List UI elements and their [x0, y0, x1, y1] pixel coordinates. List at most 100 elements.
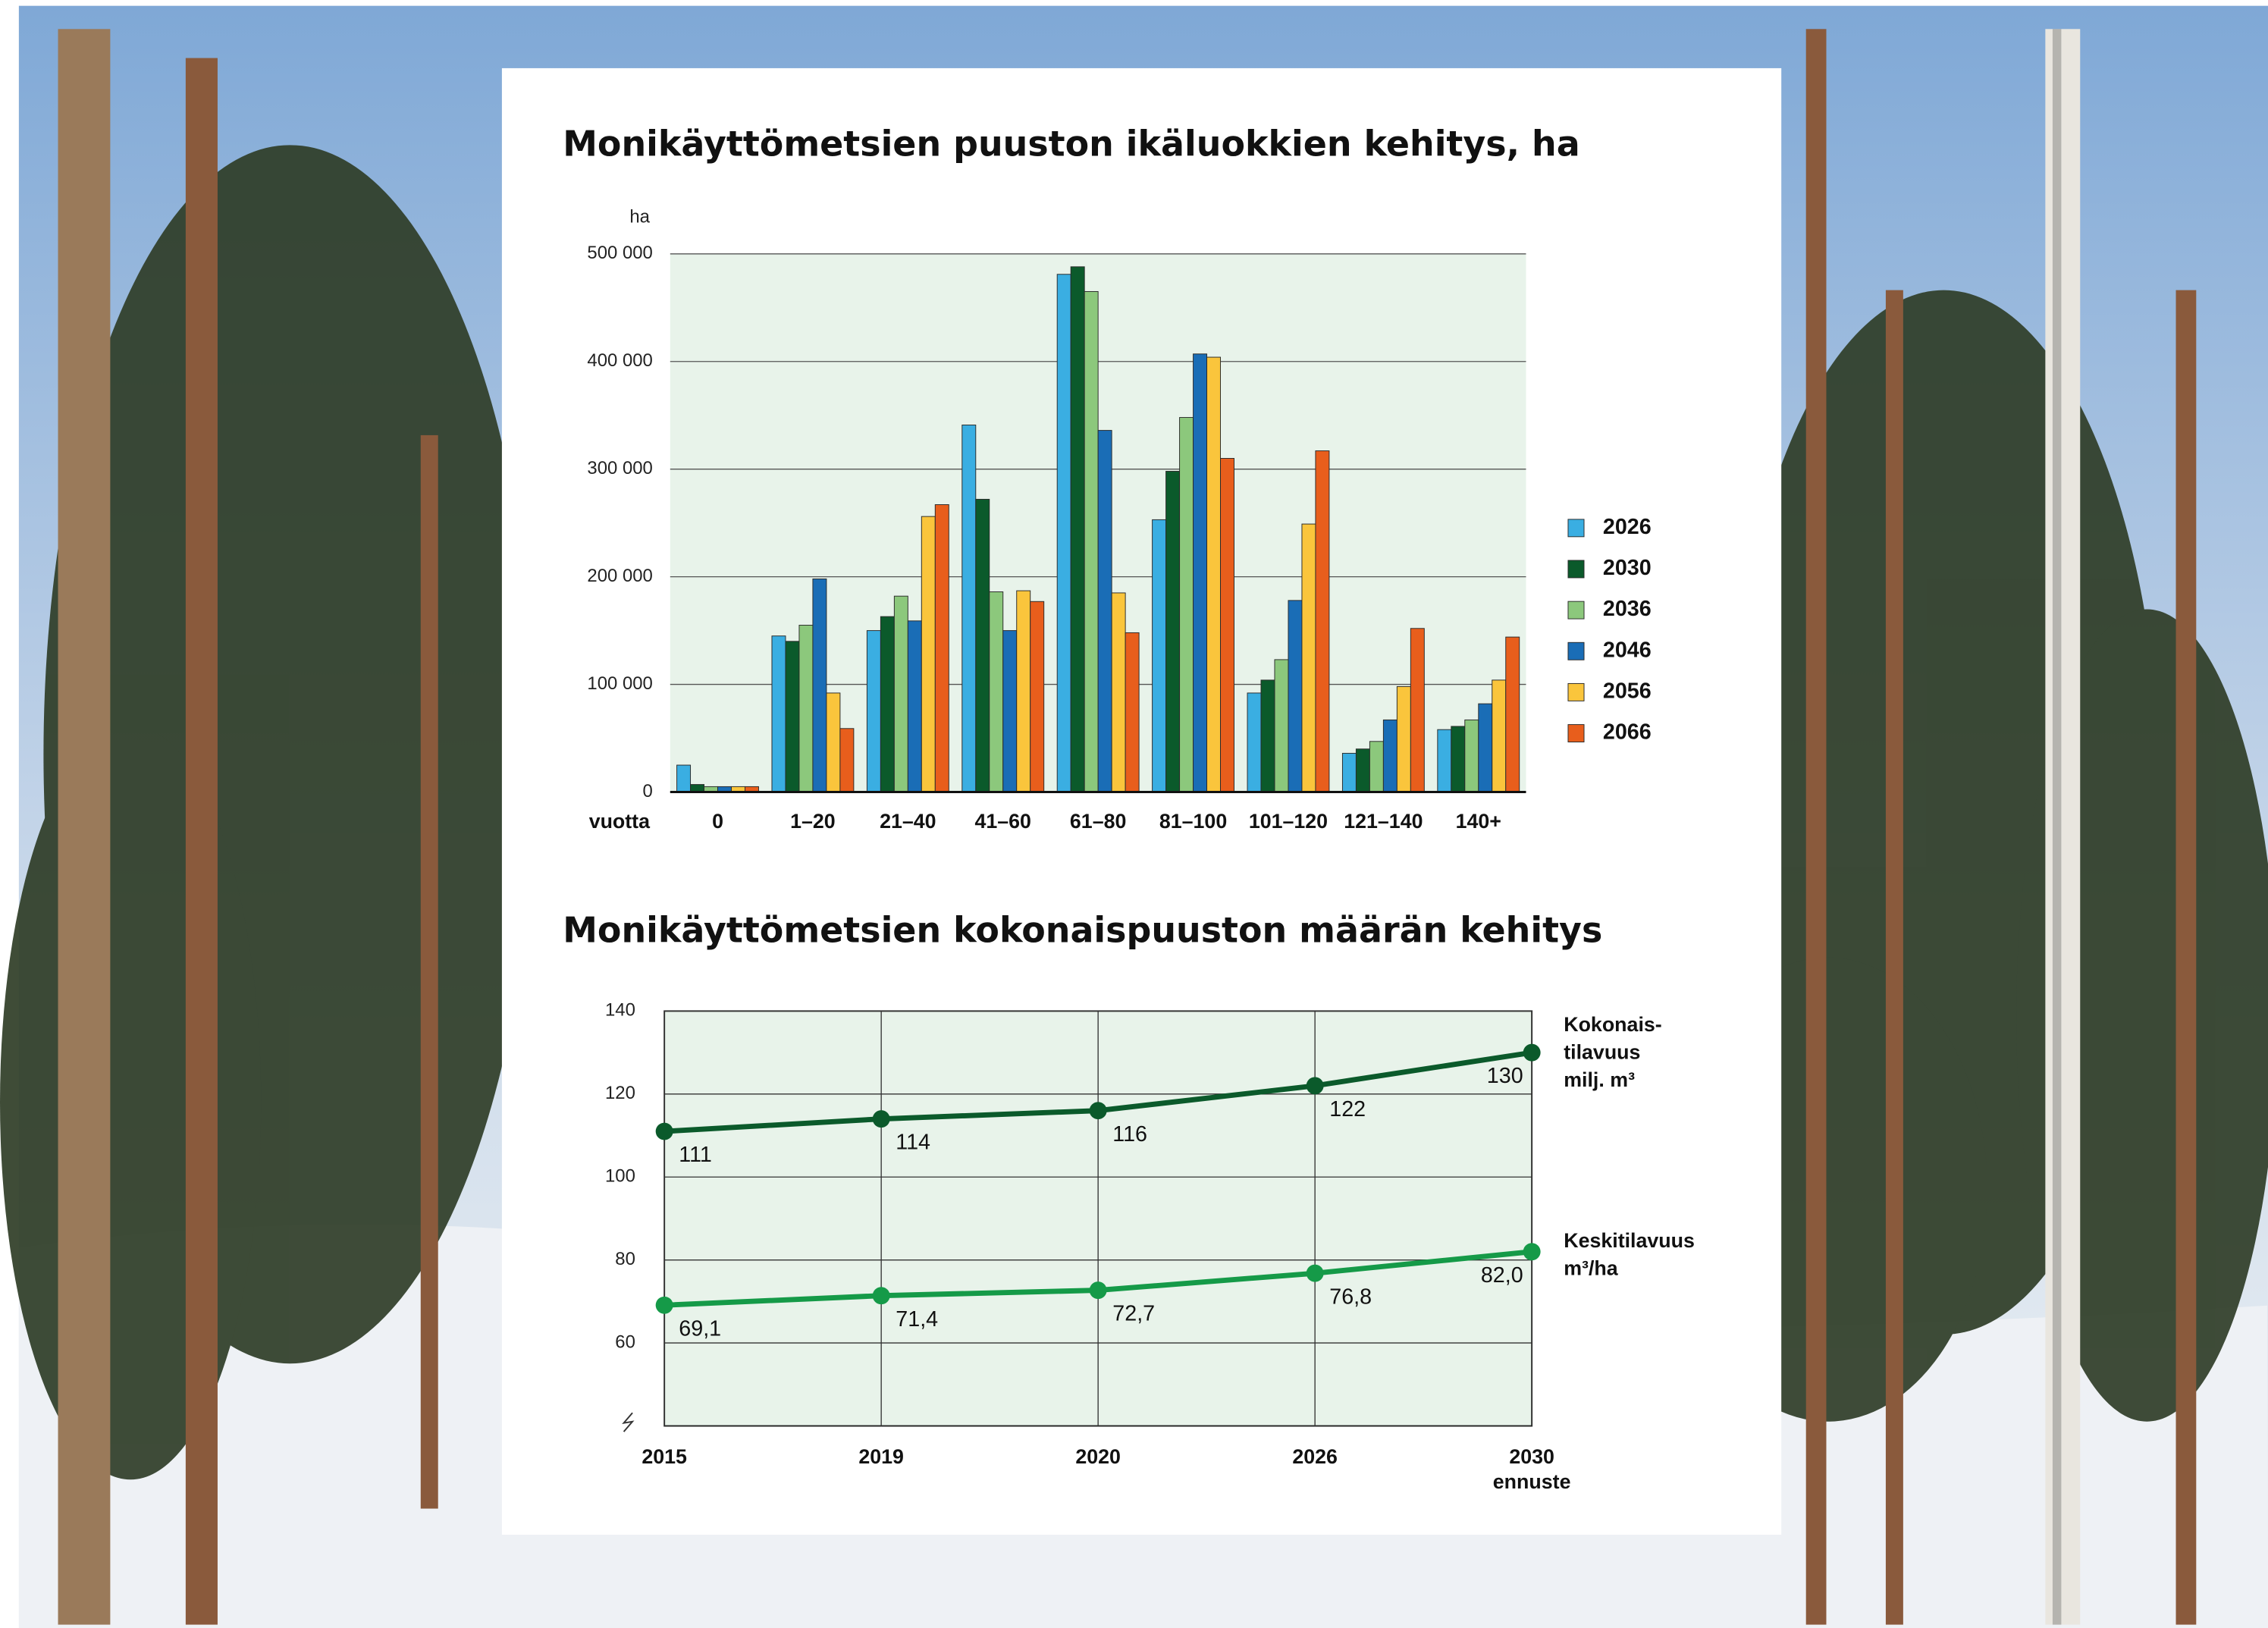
- legend-label: Keskitilavuus m³/ha: [1564, 1228, 1695, 1280]
- x-tick-label: 2015: [642, 1444, 687, 1468]
- bar: [921, 516, 936, 792]
- bar: [676, 764, 692, 792]
- bar: [1097, 430, 1112, 792]
- legend-label-box: Kokonais- tilavuus milj. m³: [1564, 1012, 1662, 1091]
- bar: [1478, 703, 1493, 792]
- y-tick-label: 400 000: [587, 350, 652, 371]
- data-label: 111: [679, 1143, 712, 1167]
- x-tick-label: 81–100: [1159, 810, 1227, 833]
- bar: [1125, 632, 1140, 792]
- x-tick-label: 121–140: [1344, 810, 1423, 833]
- x-tick-label-box: 2020: [1075, 1444, 1121, 1468]
- bar: [1165, 471, 1181, 792]
- bar: [1382, 719, 1398, 792]
- bar: [1451, 726, 1466, 792]
- data-label: 114: [896, 1131, 930, 1155]
- point: [655, 1296, 673, 1314]
- point: [1523, 1243, 1541, 1261]
- bar: [1437, 729, 1452, 792]
- bar: [975, 498, 990, 792]
- y-tick-label: 0: [643, 781, 653, 801]
- point: [872, 1110, 890, 1128]
- data-label: 82,0: [1481, 1263, 1523, 1288]
- data-label: 122: [1329, 1097, 1366, 1121]
- bar: [1410, 628, 1425, 792]
- legend-swatch: [1567, 682, 1585, 701]
- bar: [1288, 600, 1303, 792]
- bar: [771, 635, 786, 792]
- data-label: 76,8: [1329, 1285, 1372, 1309]
- bar: [1369, 741, 1384, 792]
- legend-label: 2056: [1603, 679, 1652, 703]
- legend-swatch: [1567, 601, 1585, 620]
- bar: [1002, 630, 1018, 792]
- y-tick-label: 100 000: [587, 673, 652, 694]
- bar: [1220, 458, 1234, 792]
- bar: [1396, 685, 1411, 792]
- legend-label: 2066: [1603, 720, 1652, 745]
- y-tick-label: 200 000: [587, 566, 652, 586]
- x-tick-label-box: 2015: [642, 1444, 687, 1468]
- x-tick-label: 2019: [858, 1444, 904, 1468]
- legend-swatch: [1567, 641, 1585, 660]
- bar: [1179, 417, 1194, 792]
- legend-label-box: Keskitilavuus m³/ha: [1564, 1228, 1695, 1280]
- axis-break: [622, 1412, 635, 1432]
- y-tick-label: 100: [605, 1166, 635, 1187]
- point: [655, 1122, 673, 1140]
- bar: [893, 595, 908, 792]
- bar: [961, 425, 977, 792]
- bar: [1016, 590, 1031, 792]
- x-tick-label: 41–60: [975, 810, 1031, 833]
- legend-swatch: [1567, 519, 1585, 538]
- bar: [1260, 679, 1275, 792]
- bar: [1056, 274, 1071, 792]
- bar: [1030, 601, 1045, 792]
- bar: [1084, 290, 1099, 792]
- data-label: 72,7: [1112, 1302, 1155, 1326]
- data-label: 116: [1112, 1122, 1147, 1147]
- bar: [798, 625, 814, 792]
- bar: [989, 591, 1004, 792]
- bar: [866, 630, 881, 792]
- x-tick-label-box: 2026: [1292, 1444, 1338, 1468]
- point: [1306, 1264, 1324, 1282]
- legend-label: 2026: [1603, 515, 1652, 539]
- bar: [1247, 692, 1262, 792]
- x-tick-label: 101–120: [1249, 810, 1328, 833]
- x-tick-label: 2026: [1292, 1444, 1338, 1468]
- data-label: 71,4: [896, 1307, 938, 1332]
- bar: [880, 616, 895, 792]
- point: [1306, 1077, 1324, 1095]
- bar: [839, 728, 855, 792]
- data-label: 69,1: [679, 1316, 721, 1341]
- bar: [934, 504, 949, 792]
- bar: [1464, 719, 1479, 792]
- bar: [1492, 679, 1507, 792]
- x-tick-label-box: 2019: [858, 1444, 904, 1468]
- y-tick-label: 300 000: [587, 458, 652, 478]
- bar: [1193, 353, 1208, 792]
- data-label: 130: [1487, 1064, 1523, 1088]
- x-tick-label: 1–20: [790, 810, 836, 833]
- bar: [1070, 266, 1085, 792]
- bar: [907, 620, 922, 792]
- y-tick-label: 80: [615, 1249, 635, 1269]
- bar: [1341, 752, 1357, 792]
- point: [872, 1287, 890, 1305]
- bar: [785, 641, 800, 792]
- legend-swatch: [1567, 560, 1585, 579]
- legend-label: 2036: [1603, 597, 1652, 621]
- y-axis-label: ha: [629, 206, 650, 227]
- y-tick-label: 120: [605, 1083, 635, 1103]
- x-tick-label: 2030 ennuste: [1492, 1444, 1571, 1493]
- y-tick-label: 60: [615, 1332, 635, 1352]
- bar: [1111, 592, 1126, 792]
- legend-label: Kokonais- tilavuus milj. m³: [1564, 1012, 1662, 1091]
- bar: [1152, 519, 1167, 792]
- y-tick-label: 500 000: [587, 243, 652, 263]
- x-tick-label: 61–80: [1070, 810, 1126, 833]
- bar: [1355, 748, 1370, 792]
- point: [1089, 1281, 1107, 1300]
